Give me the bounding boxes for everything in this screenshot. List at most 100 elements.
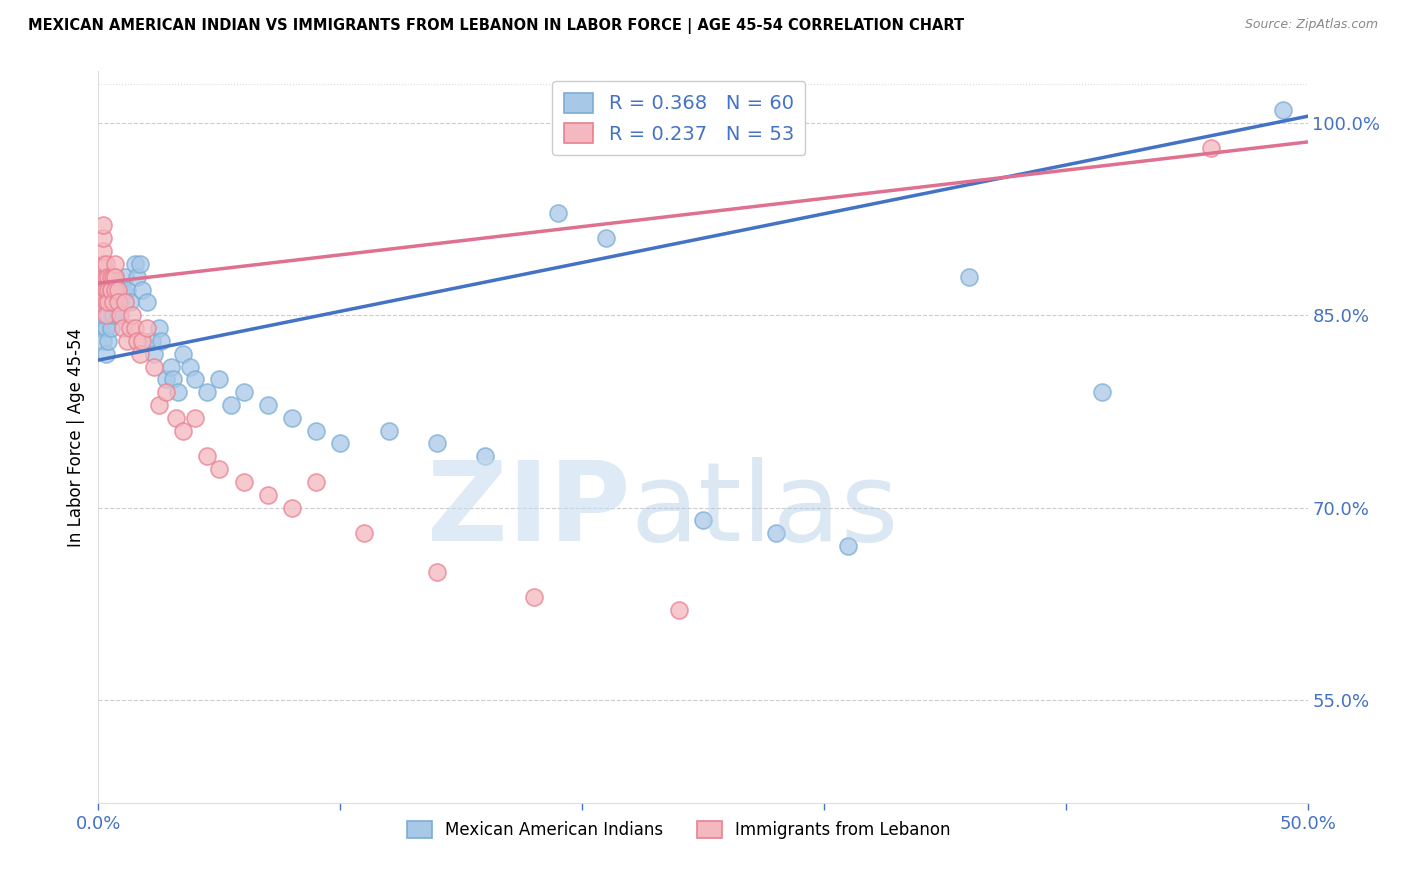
Point bbox=[124, 257, 146, 271]
Point bbox=[101, 295, 124, 310]
Point bbox=[117, 334, 139, 348]
Text: ZIP: ZIP bbox=[427, 457, 630, 564]
Point bbox=[94, 308, 117, 322]
Point bbox=[97, 295, 120, 310]
Point bbox=[765, 526, 787, 541]
Point bbox=[97, 334, 120, 348]
Point bbox=[148, 321, 170, 335]
Point bbox=[1091, 385, 1114, 400]
Point bbox=[104, 269, 127, 284]
Point bbox=[127, 269, 149, 284]
Point bbox=[107, 295, 129, 310]
Point bbox=[108, 295, 131, 310]
Point bbox=[281, 500, 304, 515]
Point bbox=[184, 372, 207, 386]
Point bbox=[104, 283, 127, 297]
Point bbox=[107, 308, 129, 322]
Point bbox=[377, 424, 399, 438]
Point bbox=[523, 591, 546, 605]
Point bbox=[118, 295, 141, 310]
Y-axis label: In Labor Force | Age 45-54: In Labor Force | Age 45-54 bbox=[66, 327, 84, 547]
Point bbox=[195, 385, 218, 400]
Point bbox=[90, 321, 112, 335]
Point bbox=[100, 269, 122, 284]
Point bbox=[135, 321, 157, 335]
Point bbox=[128, 257, 150, 271]
Point bbox=[107, 283, 129, 297]
Point bbox=[114, 269, 136, 284]
Point bbox=[90, 295, 112, 310]
Point bbox=[143, 346, 166, 360]
Point bbox=[232, 385, 254, 400]
Point bbox=[179, 359, 201, 374]
Point bbox=[101, 308, 124, 322]
Point bbox=[148, 398, 170, 412]
Point bbox=[91, 334, 114, 348]
Point bbox=[91, 257, 114, 271]
Point bbox=[208, 372, 231, 386]
Point bbox=[135, 295, 157, 310]
Point bbox=[124, 321, 146, 335]
Point bbox=[91, 283, 114, 297]
Point bbox=[111, 283, 134, 297]
Point bbox=[131, 334, 153, 348]
Point bbox=[167, 385, 190, 400]
Point bbox=[837, 539, 859, 553]
Point bbox=[117, 283, 139, 297]
Point bbox=[94, 269, 117, 284]
Point bbox=[329, 436, 352, 450]
Point bbox=[595, 231, 617, 245]
Point bbox=[256, 398, 278, 412]
Point bbox=[221, 398, 243, 412]
Point bbox=[90, 283, 112, 297]
Point bbox=[121, 308, 143, 322]
Point bbox=[94, 321, 117, 335]
Point bbox=[127, 334, 149, 348]
Point bbox=[97, 283, 120, 297]
Text: atlas: atlas bbox=[630, 457, 898, 564]
Point bbox=[184, 410, 207, 425]
Point bbox=[90, 269, 112, 284]
Point bbox=[91, 231, 114, 245]
Point bbox=[305, 424, 328, 438]
Point bbox=[114, 295, 136, 310]
Point bbox=[94, 269, 117, 284]
Point bbox=[232, 475, 254, 489]
Point bbox=[91, 244, 114, 258]
Point bbox=[94, 283, 117, 297]
Point bbox=[150, 334, 173, 348]
Point bbox=[143, 359, 166, 374]
Point bbox=[104, 295, 127, 310]
Point bbox=[101, 269, 124, 284]
Point bbox=[1272, 103, 1295, 117]
Point bbox=[195, 450, 218, 464]
Point bbox=[94, 295, 117, 310]
Point bbox=[474, 450, 496, 464]
Point bbox=[172, 346, 194, 360]
Text: MEXICAN AMERICAN INDIAN VS IMMIGRANTS FROM LEBANON IN LABOR FORCE | AGE 45-54 CO: MEXICAN AMERICAN INDIAN VS IMMIGRANTS FR… bbox=[28, 18, 965, 34]
Point bbox=[165, 410, 187, 425]
Point bbox=[957, 269, 980, 284]
Point bbox=[1199, 141, 1222, 155]
Point bbox=[353, 526, 375, 541]
Point bbox=[108, 308, 131, 322]
Point bbox=[547, 205, 569, 219]
Point bbox=[305, 475, 328, 489]
Point bbox=[94, 295, 117, 310]
Point bbox=[426, 565, 449, 579]
Point bbox=[97, 269, 120, 284]
Point bbox=[141, 334, 163, 348]
Point bbox=[160, 359, 183, 374]
Point bbox=[281, 410, 304, 425]
Point bbox=[104, 257, 127, 271]
Point bbox=[162, 372, 184, 386]
Point bbox=[104, 269, 127, 284]
Point bbox=[97, 308, 120, 322]
Point bbox=[100, 283, 122, 297]
Point bbox=[128, 346, 150, 360]
Point bbox=[100, 283, 122, 297]
Point bbox=[208, 462, 231, 476]
Point bbox=[101, 283, 124, 297]
Point bbox=[94, 257, 117, 271]
Point bbox=[94, 346, 117, 360]
